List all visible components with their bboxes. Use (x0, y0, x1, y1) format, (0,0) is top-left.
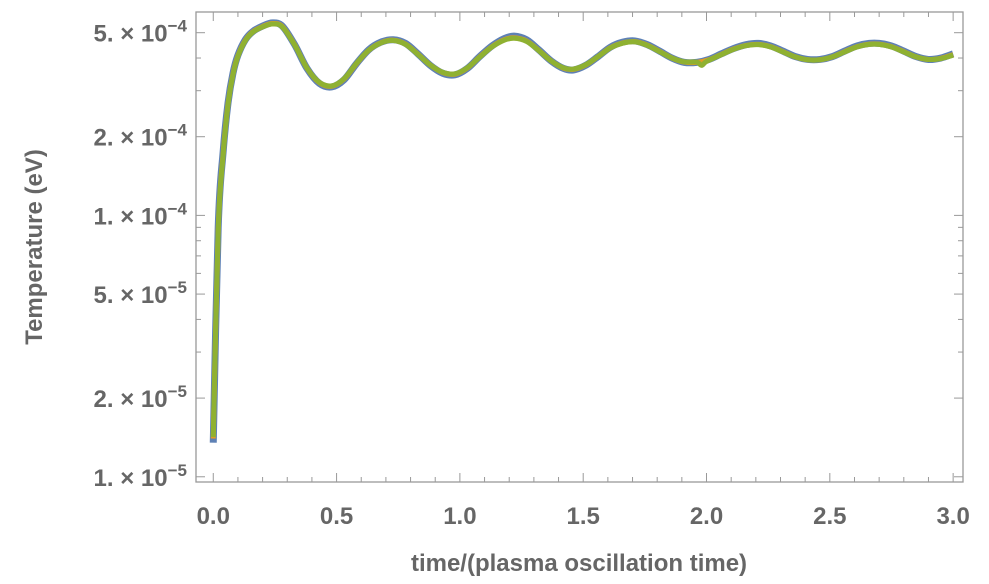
x-tick-label: 1.5 (567, 503, 600, 530)
x-axis-title: time/(plasma oscillation time) (411, 550, 747, 577)
x-tick-label: 3.0 (936, 503, 969, 530)
y-axis-title: Temperature (eV) (21, 149, 48, 345)
plot-frame (195, 11, 964, 483)
y-tick-label: 5. × 10−4 (94, 17, 188, 48)
x-tick-label: 0.5 (320, 503, 353, 530)
y-tick-label: 1. × 10−5 (94, 461, 187, 492)
y-tick-label: 1. × 10−4 (94, 199, 188, 230)
y-tick-label: 2. × 10−5 (94, 382, 187, 413)
x-tick-label: 0.0 (197, 503, 230, 530)
data-series (209, 19, 955, 443)
x-tick-label: 2.5 (813, 503, 846, 530)
y-tick-label: 5. × 10−5 (94, 278, 187, 309)
tick-labels: 0.0 0.5 1.0 1.5 2.0 2.5 3.0 1. × 10−5 2. × 10−5 5… (94, 17, 970, 530)
x-tick-label: 1.0 (443, 503, 476, 530)
y-tick-label: 2. × 10−4 (94, 121, 188, 152)
x-tick-label: 2.0 (690, 503, 723, 530)
series-line-3 (210, 21, 954, 438)
axis-ticks (196, 12, 963, 482)
